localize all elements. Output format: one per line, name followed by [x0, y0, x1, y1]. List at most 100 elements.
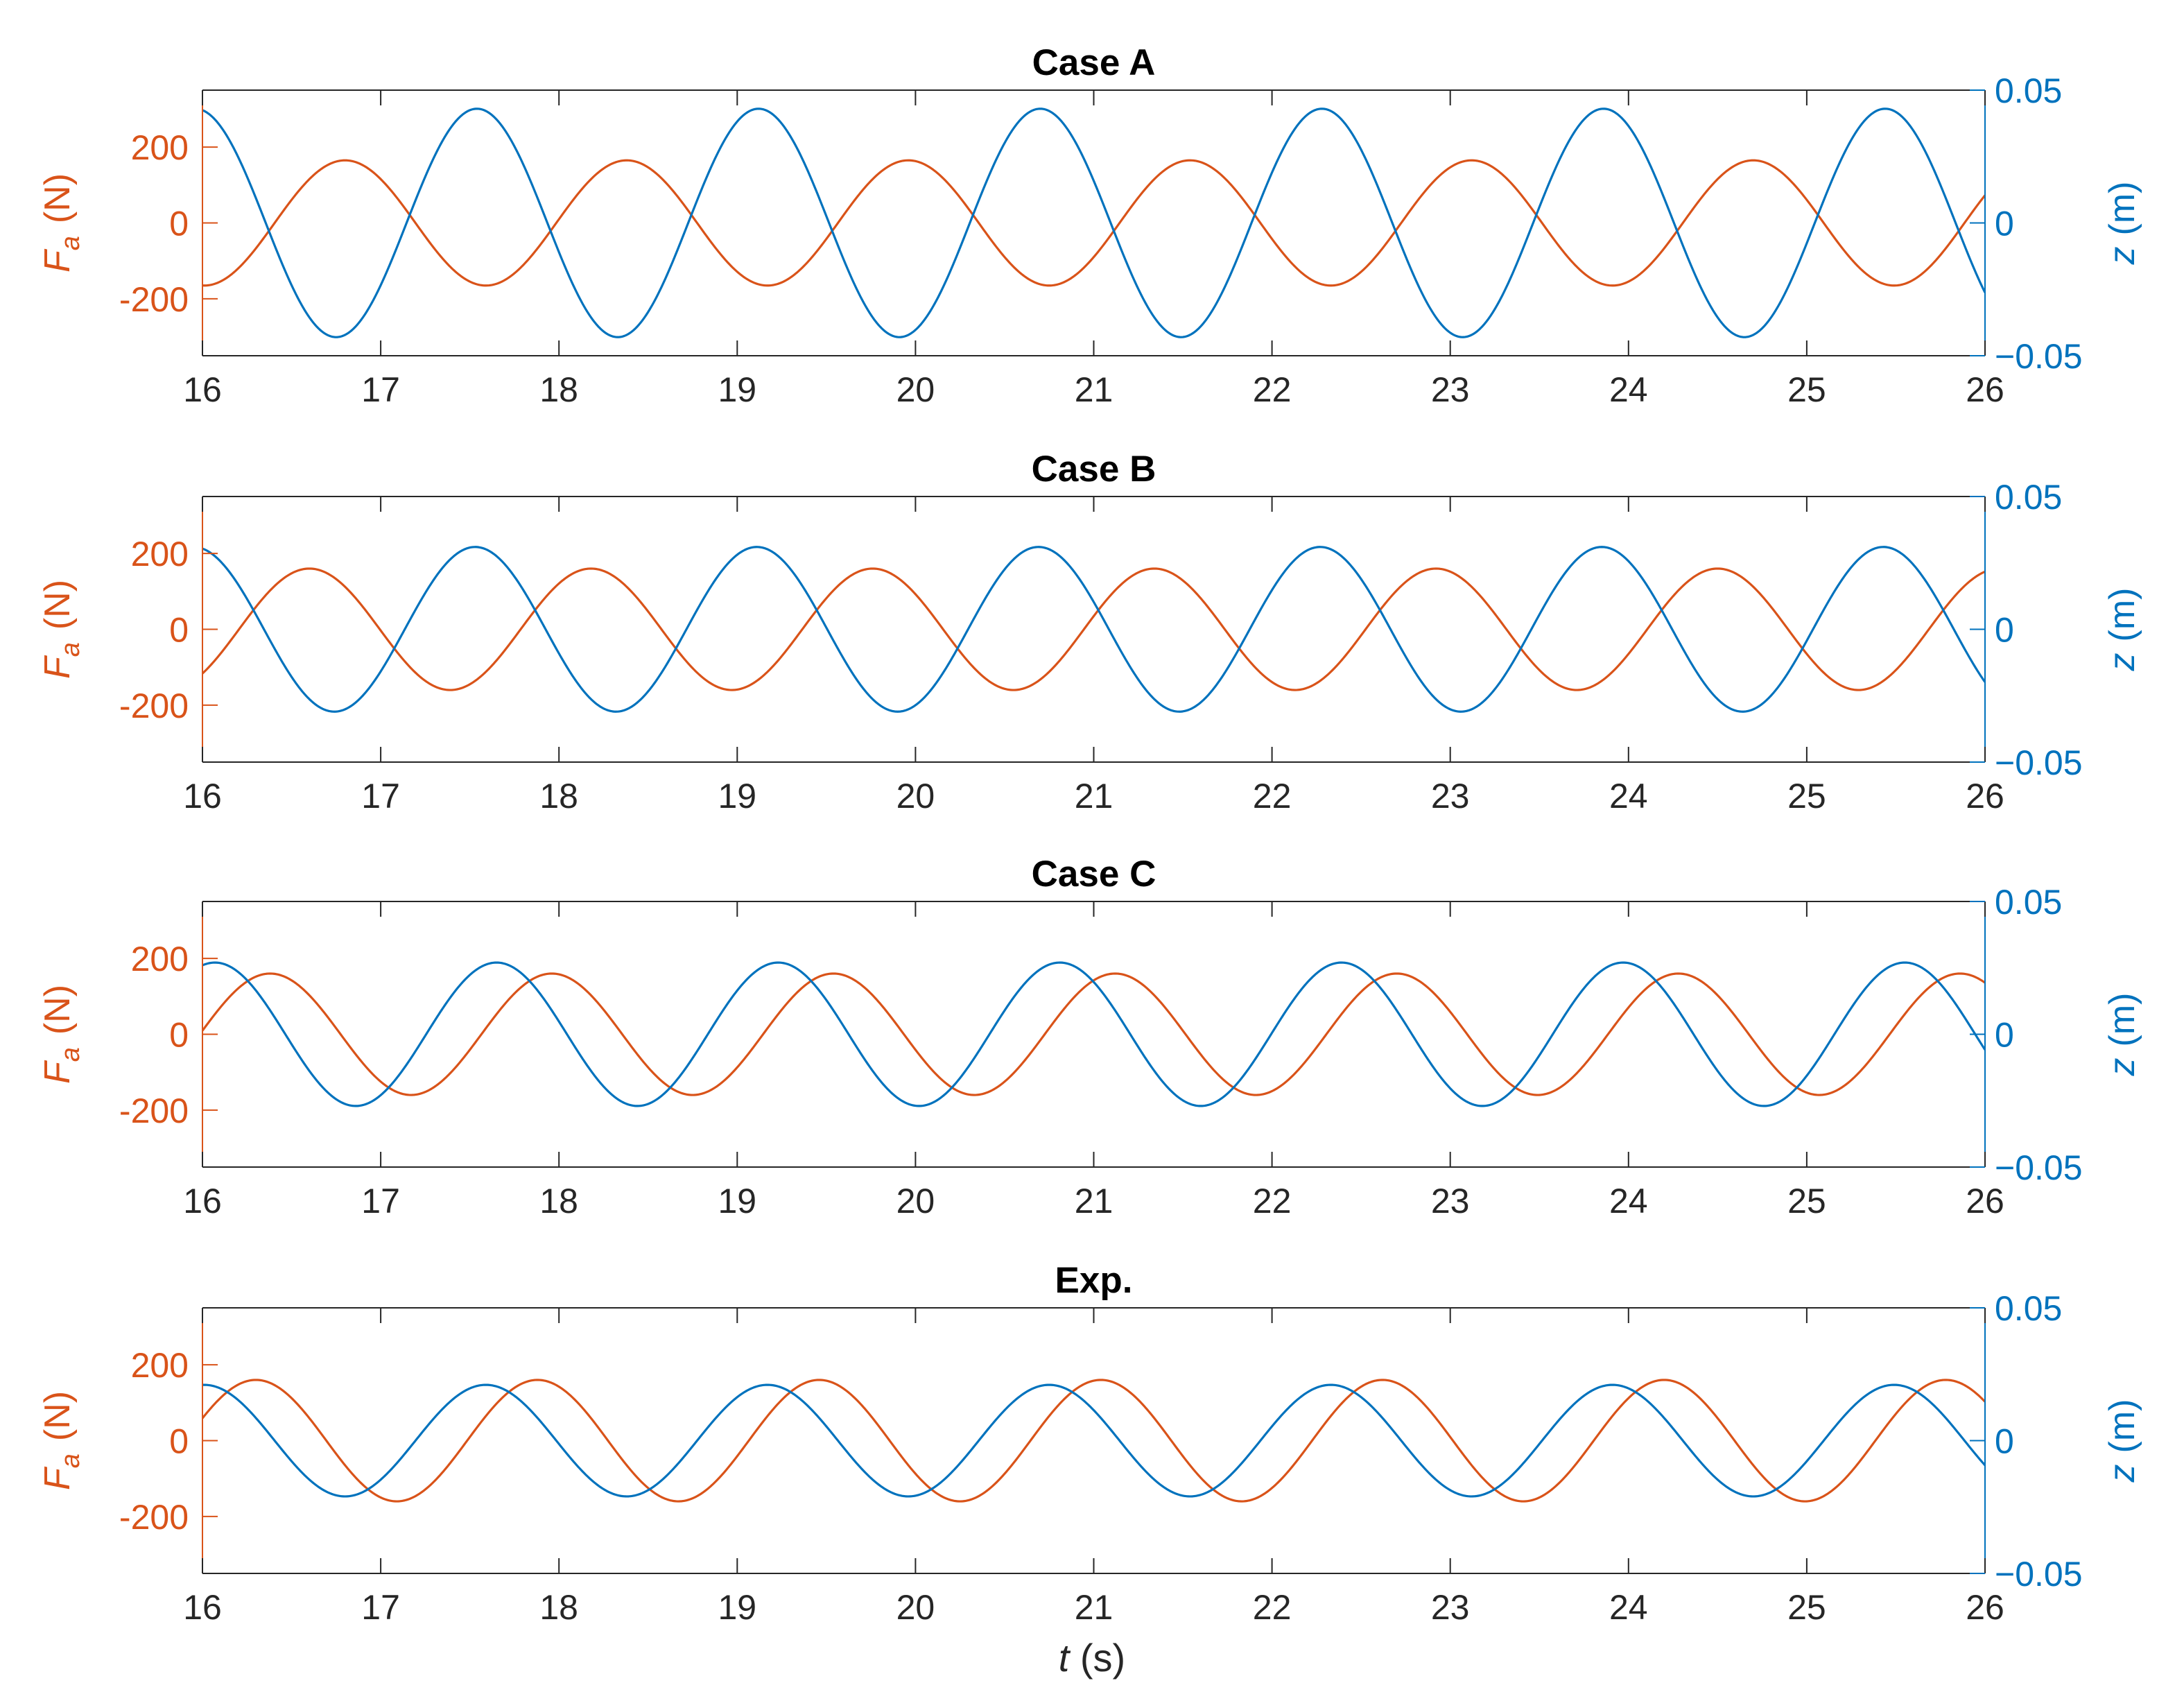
x-tick-label: 24 [1609, 777, 1648, 815]
x-tick-label: 26 [1966, 370, 2004, 409]
x-tick-label: 20 [896, 1182, 935, 1220]
right-y-tick-label: 0 [1995, 1016, 2014, 1055]
x-tick-label: 18 [539, 1182, 578, 1220]
left-y-axis-label-var: F [37, 655, 78, 679]
right-y-tick-label: −0.05 [1995, 337, 2083, 376]
x-tick-label: 22 [1253, 1588, 1292, 1627]
left-y-tick-label: 0 [169, 611, 189, 650]
right-y-axis-label-unit: (m) [2102, 1399, 2142, 1453]
left-y-axis-label-sub: a [56, 1047, 85, 1062]
chart-panel: 16 17 18 19 20 21 22 23 24 25 26 200 0 -200 0.05 0 −0.05… [37, 449, 2142, 815]
left-y-tick-label: -200 [119, 687, 189, 725]
displacement-series-line [202, 961, 1985, 1107]
x-tick-label: 16 [183, 1588, 222, 1627]
x-tick-label: 20 [896, 1588, 935, 1627]
x-axis-label-unit: (s) [1069, 1636, 1125, 1680]
x-tick-label: 21 [1075, 1182, 1113, 1220]
right-y-axis-label: z (m) [2102, 1399, 2142, 1483]
chart-panel: 16 17 18 19 20 21 22 23 24 25 26 200 0 -200 0.05 0 −0.05… [37, 854, 2142, 1220]
x-tick-label: 24 [1609, 1182, 1648, 1220]
x-tick-label: 18 [539, 370, 578, 409]
left-y-axis-label-unit: (N) [37, 1391, 78, 1441]
x-tick-label: 19 [718, 1182, 756, 1220]
x-tick-label: 21 [1075, 777, 1113, 815]
x-tick-label: 21 [1075, 370, 1113, 409]
x-tick-label: 22 [1253, 777, 1292, 815]
x-tick-label: 16 [183, 370, 222, 409]
force-series-line [202, 1379, 1985, 1503]
left-y-tick-label: 200 [131, 1346, 189, 1385]
x-tick-label: 20 [896, 370, 935, 409]
force-series-line [202, 567, 1985, 691]
right-y-tick-label: 0 [1995, 1422, 2014, 1461]
left-y-axis-label-sub: a [56, 1453, 85, 1468]
x-tick-label: 18 [539, 1588, 578, 1627]
x-tick-label: 25 [1787, 1182, 1826, 1220]
right-y-axis-label-unit: (m) [2102, 993, 2142, 1047]
x-tick-label: 19 [718, 1588, 756, 1627]
left-y-tick-label: 200 [131, 128, 189, 167]
right-y-axis-label: z (m) [2102, 993, 2142, 1077]
chart-panel: 16 17 18 19 20 21 22 23 24 25 26 200 0 -200 0.05 0 −0.05… [37, 42, 2142, 409]
left-y-tick-label: 0 [169, 1016, 189, 1055]
right-y-axis-label-unit: (m) [2102, 588, 2142, 642]
force-series-line [202, 159, 1985, 287]
x-tick-label: 24 [1609, 370, 1648, 409]
right-y-tick-label: 0.05 [1995, 883, 2062, 922]
left-y-axis-label-sub: a [56, 236, 85, 250]
right-y-tick-label: −0.05 [1995, 743, 2083, 782]
x-axis-label: t (s) [1059, 1636, 1125, 1680]
x-tick-label: 19 [718, 777, 756, 815]
left-y-tick-label: -200 [119, 1091, 189, 1130]
left-y-axis-label-unit: (N) [37, 580, 78, 630]
x-tick-label: 18 [539, 777, 578, 815]
x-tick-label: 25 [1787, 370, 1826, 409]
left-y-tick-label: 0 [169, 205, 189, 243]
right-y-tick-label: 0 [1995, 611, 2014, 650]
left-y-axis-label: Fa (N) [37, 1391, 85, 1490]
x-tick-label: 25 [1787, 1588, 1826, 1627]
left-y-axis-label-var: F [37, 1060, 78, 1084]
right-y-axis-label: z (m) [2102, 588, 2142, 672]
right-y-axis-label-var: z [2102, 1464, 2142, 1483]
left-y-axis-label-sub: a [56, 642, 85, 657]
left-y-tick-label: -200 [119, 1498, 189, 1537]
left-y-axis-label-unit: (N) [37, 985, 78, 1035]
right-y-axis-label-unit: (m) [2102, 182, 2142, 236]
x-tick-label: 17 [361, 777, 400, 815]
panel-title: Case A [1032, 42, 1156, 83]
x-tick-label: 26 [1966, 1182, 2004, 1220]
x-tick-label: 23 [1431, 777, 1470, 815]
x-tick-label: 21 [1075, 1588, 1113, 1627]
right-y-axis-label-var: z [2102, 246, 2142, 265]
x-axis-label-var: t [1059, 1636, 1071, 1680]
left-y-axis-label: Fa (N) [37, 580, 85, 679]
x-tick-label: 23 [1431, 1182, 1470, 1220]
panel-title: Exp. [1055, 1260, 1133, 1301]
x-tick-label: 26 [1966, 1588, 2004, 1627]
x-tick-label: 26 [1966, 777, 2004, 815]
displacement-series-line [202, 546, 1985, 713]
left-y-tick-label: 200 [131, 940, 189, 978]
x-tick-label: 22 [1253, 370, 1292, 409]
x-tick-label: 23 [1431, 370, 1470, 409]
left-y-axis-label: Fa (N) [37, 173, 85, 273]
x-tick-label: 20 [896, 777, 935, 815]
left-y-tick-label: 200 [131, 535, 189, 573]
x-tick-label: 24 [1609, 1588, 1648, 1627]
left-y-tick-label: -200 [119, 280, 189, 319]
displacement-series-line [202, 1383, 1985, 1498]
right-y-tick-label: −0.05 [1995, 1555, 2083, 1594]
panel-title: Case B [1032, 449, 1156, 490]
x-tick-label: 17 [361, 1588, 400, 1627]
x-tick-label: 25 [1787, 777, 1826, 815]
left-y-axis-label: Fa (N) [37, 985, 85, 1084]
x-tick-label: 19 [718, 370, 756, 409]
x-tick-label: 22 [1253, 1182, 1292, 1220]
right-y-tick-label: 0 [1995, 205, 2014, 243]
displacement-series-line [202, 107, 1985, 338]
x-tick-label: 17 [361, 1182, 400, 1220]
force-series-line [202, 972, 1985, 1096]
